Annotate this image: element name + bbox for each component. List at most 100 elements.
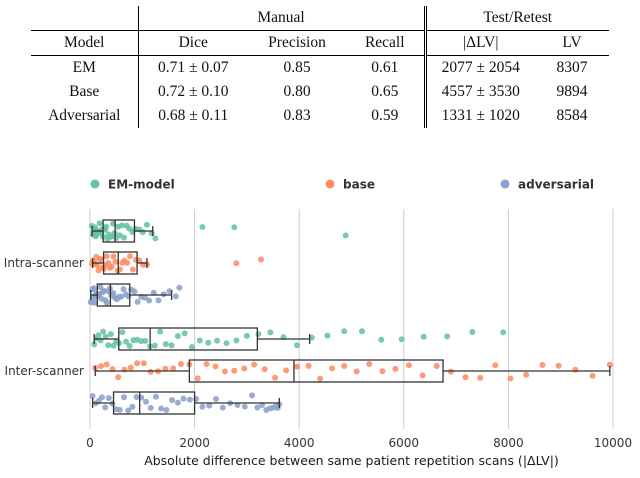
header-lv: LV bbox=[535, 30, 609, 56]
strip-point bbox=[129, 266, 136, 273]
strip-point bbox=[140, 360, 147, 367]
strip-point bbox=[249, 392, 256, 399]
strip-point bbox=[199, 403, 206, 410]
strip-point bbox=[294, 363, 301, 370]
strip-point bbox=[420, 333, 427, 340]
strip-point bbox=[539, 362, 546, 368]
strip-point bbox=[241, 365, 248, 372]
strip-point bbox=[196, 337, 203, 344]
strip-point bbox=[105, 342, 112, 349]
strip-point bbox=[254, 404, 261, 411]
cell-delta-lv: 1331 ± 1020 bbox=[423, 104, 535, 128]
x-tick-label: 4000 bbox=[284, 436, 315, 450]
boxplot-figure: 0 2000 4000 6000 8000 10000 Absolute differenc… bbox=[4, 178, 632, 469]
strip-point bbox=[255, 331, 262, 338]
strip-point bbox=[127, 253, 133, 260]
header-model: Model bbox=[31, 30, 139, 56]
strip-point bbox=[366, 361, 373, 367]
header-recall: Recall bbox=[346, 30, 425, 56]
strip-point bbox=[160, 291, 167, 298]
results-table-section: Manual Test/Retest Model Dice Precision … bbox=[0, 6, 640, 128]
strip-point bbox=[359, 328, 365, 335]
legend-label: EM-model bbox=[108, 178, 175, 192]
strip-point bbox=[131, 288, 138, 295]
strip-point bbox=[180, 395, 187, 402]
strip-point bbox=[103, 253, 110, 260]
strip-point bbox=[127, 364, 134, 371]
strip-point bbox=[162, 341, 169, 348]
cell-dice: 0.71 ± 0.07 bbox=[157, 59, 229, 76]
strip-point bbox=[98, 363, 104, 370]
strip-point bbox=[305, 362, 312, 369]
cell-lv: 9894 bbox=[556, 83, 588, 100]
strip-point bbox=[118, 293, 125, 300]
strip-point bbox=[492, 362, 499, 369]
strip-point bbox=[261, 366, 268, 373]
strip-point bbox=[155, 297, 162, 304]
strip-point bbox=[150, 289, 157, 296]
x-tick-label: 10000 bbox=[594, 436, 632, 450]
x-tick-label: 0 bbox=[86, 436, 94, 450]
strip-point bbox=[144, 221, 150, 228]
strip-point bbox=[406, 362, 412, 369]
legend-label: base bbox=[343, 178, 375, 192]
strip-point bbox=[419, 372, 426, 379]
strip-point bbox=[462, 374, 469, 381]
strip-point bbox=[102, 333, 109, 340]
strip-point bbox=[174, 399, 181, 406]
strip-point bbox=[213, 396, 219, 402]
boxplot-box bbox=[102, 251, 138, 275]
boxplot-box bbox=[188, 359, 444, 383]
strip-point bbox=[283, 367, 290, 374]
table-row: Base 0.72 ± 0.10 0.80 0.65 4557 ± 3530 9… bbox=[31, 80, 609, 104]
strip-point bbox=[212, 363, 219, 370]
strip-point bbox=[103, 223, 110, 230]
col-group-manual: Manual bbox=[138, 6, 425, 31]
cell-recall: 0.65 bbox=[371, 83, 399, 100]
strip-point bbox=[133, 394, 140, 400]
strip-point bbox=[91, 341, 98, 348]
strip-point bbox=[146, 297, 153, 304]
strip-point bbox=[97, 337, 104, 344]
strip-point bbox=[89, 393, 96, 399]
cell-recall: 0.59 bbox=[371, 107, 399, 124]
boxplot-box bbox=[102, 219, 136, 243]
strip-point bbox=[219, 404, 226, 411]
strip-point bbox=[118, 222, 125, 229]
x-axis-label: Absolute difference between same patient… bbox=[144, 453, 559, 468]
cell-lv: 8307 bbox=[556, 59, 588, 76]
strip-point bbox=[134, 360, 141, 367]
strip-point bbox=[379, 368, 386, 375]
strip-point bbox=[99, 394, 105, 401]
strip-point bbox=[572, 366, 579, 373]
strip-point bbox=[378, 336, 385, 343]
strip-point bbox=[353, 368, 360, 375]
strip-point bbox=[241, 403, 248, 410]
strip-point bbox=[112, 258, 119, 265]
x-tick-label: 6000 bbox=[389, 436, 420, 450]
boxplot-box bbox=[118, 327, 259, 351]
legend-swatch-base-icon bbox=[325, 179, 335, 189]
strip-point bbox=[152, 393, 159, 400]
strip-point bbox=[107, 331, 114, 338]
cell-precision: 0.85 bbox=[283, 59, 311, 76]
strip-point bbox=[176, 284, 183, 291]
legend-swatch-EM-model-icon bbox=[90, 179, 100, 189]
strip-point bbox=[341, 363, 348, 369]
strip-point bbox=[231, 224, 238, 231]
strip-point bbox=[126, 343, 133, 349]
strip-point bbox=[100, 328, 107, 335]
cell-model: Adversarial bbox=[31, 104, 139, 128]
strip-point bbox=[141, 294, 148, 301]
cell-recall: 0.61 bbox=[371, 59, 399, 76]
strip-point bbox=[115, 374, 122, 381]
strip-point bbox=[251, 361, 258, 368]
strip-point bbox=[152, 235, 159, 242]
strip-point bbox=[108, 263, 115, 270]
strip-point bbox=[174, 333, 181, 340]
strip-point bbox=[329, 365, 336, 372]
strip-point bbox=[136, 257, 143, 264]
strip-point bbox=[223, 340, 230, 347]
strip-point bbox=[124, 259, 131, 266]
strip-point bbox=[90, 285, 97, 292]
